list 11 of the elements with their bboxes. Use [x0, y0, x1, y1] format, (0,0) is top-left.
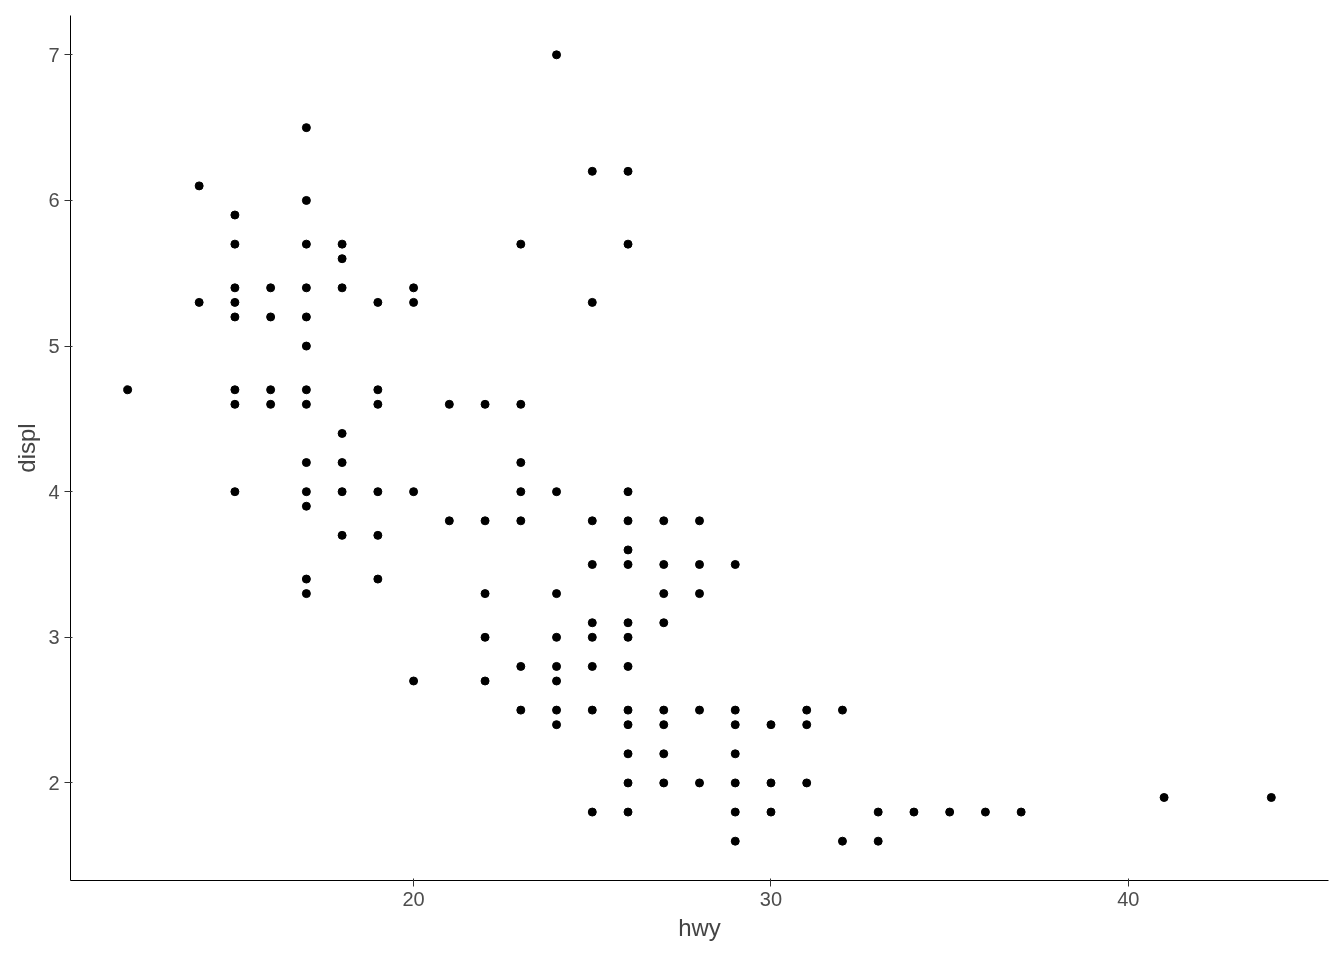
y-tick-label: 7	[48, 43, 60, 66]
y-tick-label: 6	[48, 189, 60, 212]
y-tick-label: 4	[48, 480, 60, 503]
x-tick-label: 30	[759, 887, 783, 910]
y-tick-label: 3	[48, 626, 60, 649]
x-tick-label: 20	[402, 887, 425, 910]
y-tick-label: 2	[48, 771, 60, 794]
y-tick-label: 5	[48, 335, 60, 358]
x-tick-label: 40	[1117, 887, 1140, 910]
y-axis-title: displ	[13, 423, 41, 473]
x-axis-title: hwy	[678, 913, 721, 941]
